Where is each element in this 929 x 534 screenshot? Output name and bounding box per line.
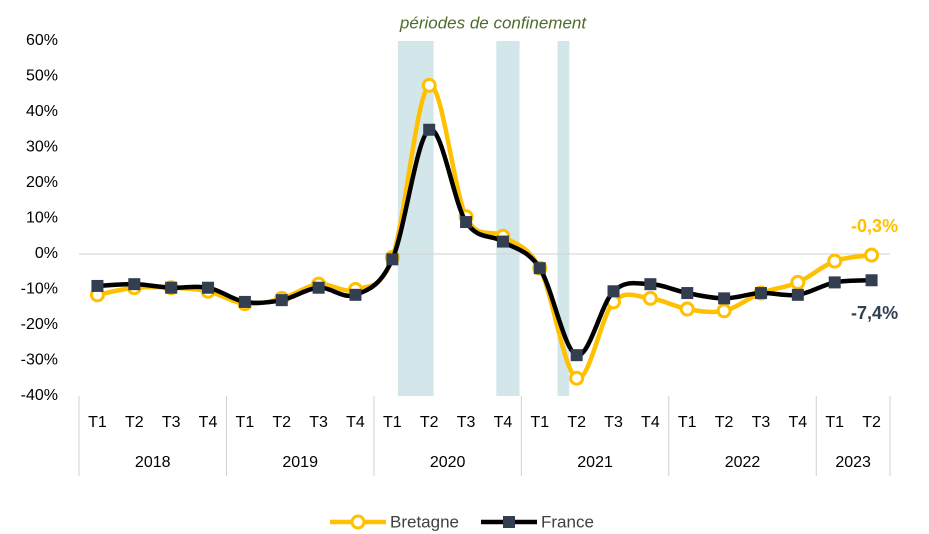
x-tick-label: T3	[162, 414, 181, 431]
x-group-label: 2018	[135, 454, 171, 471]
x-tick-label: T4	[199, 414, 218, 431]
series-line	[97, 127, 872, 358]
marker	[716, 303, 732, 319]
x-tick-label: T1	[236, 414, 255, 431]
x-group-label: 2020	[430, 454, 466, 471]
x-tick-label: T2	[862, 414, 881, 431]
marker	[128, 278, 141, 291]
x-tick-label: T1	[678, 414, 697, 431]
x-tick-label: T4	[346, 414, 365, 431]
legend-item: Bretagne	[330, 512, 459, 531]
marker	[865, 274, 878, 287]
y-tick-label: -30%	[21, 352, 58, 369]
marker	[644, 278, 657, 291]
lockdown-band	[496, 41, 520, 396]
x-group-label: 2021	[577, 454, 613, 471]
legend-marker	[350, 514, 366, 530]
x-group-label: 2022	[725, 454, 761, 471]
y-tick-label: 0%	[35, 245, 58, 262]
x-tick-label: T3	[752, 414, 771, 431]
marker	[496, 235, 509, 248]
marker	[864, 247, 880, 263]
marker	[91, 279, 104, 292]
y-tick-label: -40%	[21, 387, 58, 404]
x-tick-label: T1	[88, 414, 107, 431]
marker	[202, 281, 215, 294]
x-tick-label: T2	[567, 414, 586, 431]
marker	[238, 295, 251, 308]
x-tick-label: T4	[494, 414, 513, 431]
x-group-label: 2023	[835, 454, 871, 471]
x-group-label: 2019	[282, 454, 318, 471]
x-tick-label: T2	[420, 414, 439, 431]
y-tick-label: 60%	[26, 32, 58, 49]
x-tick-label: T2	[715, 414, 734, 431]
y-tick-label: 50%	[26, 68, 58, 85]
x-tick-label: T4	[789, 414, 808, 431]
annotation: périodes de confinement	[399, 13, 587, 32]
marker	[681, 287, 694, 300]
y-tick-label: 30%	[26, 139, 58, 156]
x-tick-label: T1	[825, 414, 844, 431]
marker	[533, 262, 546, 275]
marker	[275, 294, 288, 307]
x-tick-label: T3	[309, 414, 328, 431]
legend-marker	[503, 516, 515, 528]
marker	[349, 288, 362, 301]
y-tick-label: 20%	[26, 174, 58, 191]
marker	[718, 292, 731, 305]
lockdown-band	[557, 41, 570, 396]
marker	[460, 216, 473, 229]
marker	[423, 123, 436, 136]
y-tick-label: -20%	[21, 316, 58, 333]
y-tick-label: 10%	[26, 210, 58, 227]
marker	[165, 281, 178, 294]
marker	[421, 77, 437, 93]
marker	[569, 370, 585, 386]
marker	[827, 253, 843, 269]
marker	[312, 281, 325, 294]
legend-label: France	[541, 512, 594, 531]
x-tick-label: T4	[641, 414, 660, 431]
x-tick-label: T3	[457, 414, 476, 431]
y-tick-label: 40%	[26, 103, 58, 120]
legend-item: France	[481, 512, 594, 531]
legend-label: Bretagne	[390, 512, 459, 531]
y-tick-label: -10%	[21, 281, 58, 298]
marker	[790, 274, 806, 290]
marker	[386, 253, 399, 266]
x-tick-label: T2	[125, 414, 144, 431]
marker	[791, 288, 804, 301]
marker	[679, 301, 695, 317]
x-tick-label: T2	[272, 414, 291, 431]
marker	[754, 287, 767, 300]
end-label: -0,3%	[851, 216, 898, 236]
marker	[570, 349, 583, 362]
x-tick-label: T3	[604, 414, 623, 431]
marker	[607, 285, 620, 298]
marker	[642, 290, 658, 306]
series-line	[96, 83, 872, 381]
x-tick-label: T1	[383, 414, 402, 431]
marker	[828, 276, 841, 289]
x-tick-label: T1	[530, 414, 549, 431]
end-label: -7,4%	[851, 303, 898, 323]
